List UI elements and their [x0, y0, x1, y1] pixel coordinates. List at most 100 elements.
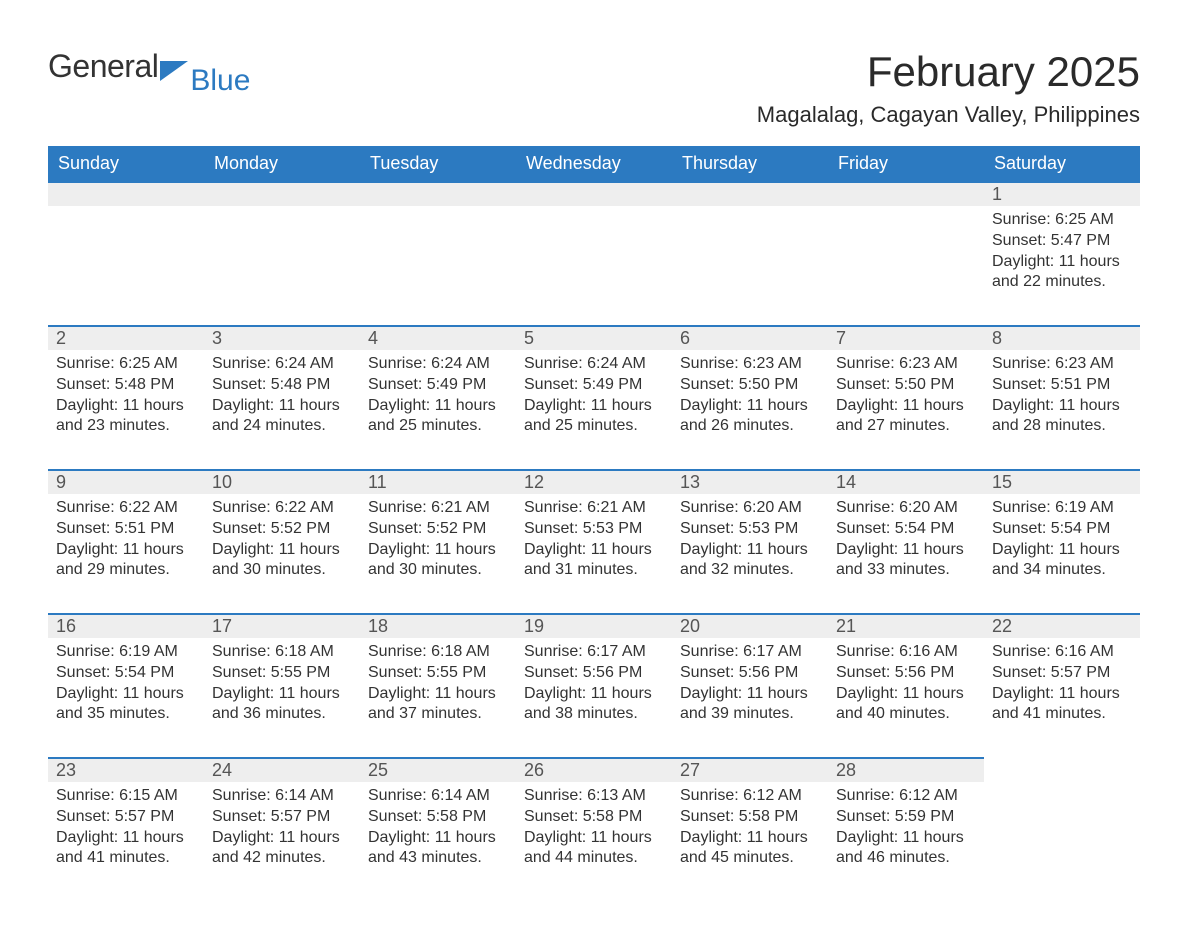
day-number: 27	[672, 757, 828, 782]
week-separator	[48, 739, 1140, 757]
day-details: Sunrise: 6:21 AMSunset: 5:53 PMDaylight:…	[516, 494, 672, 585]
week-separator	[48, 451, 1140, 469]
calendar-week-row: 9 Sunrise: 6:22 AM Sunset: 5:51 PM Daylight…	[48, 469, 1140, 595]
daylight-line: Daylight: 11 hours and 25 minutes.	[524, 396, 664, 438]
calendar-cell: 4Sunrise: 6:24 AMSunset: 5:49 PMDaylight…	[360, 325, 516, 451]
daylight-line: Daylight: 11 hours and 39 minutes.	[680, 684, 820, 726]
empty-day-bar	[672, 181, 828, 206]
daylight-line: Daylight: 11 hours and 44 minutes.	[524, 828, 664, 870]
page-subtitle: Magalalag, Cagayan Valley, Philippines	[757, 102, 1140, 128]
weekday-header: Sunday	[48, 146, 204, 181]
daylight-line: Daylight: 11 hours and 45 minutes.	[680, 828, 820, 870]
calendar-cell: 26Sunrise: 6:13 AMSunset: 5:58 PMDayligh…	[516, 757, 672, 883]
daylight-line: Daylight: 11 hours and 41 minutes.	[56, 828, 196, 870]
day-number: 25	[360, 757, 516, 782]
empty-day-bar	[360, 181, 516, 206]
sunrise-line: Sunrise: 6:20 AM	[836, 498, 976, 519]
calendar-cell	[48, 181, 204, 307]
weekday-header: Friday	[828, 146, 984, 181]
day-details: Sunrise: 6:21 AMSunset: 5:52 PMDaylight:…	[360, 494, 516, 585]
sunset-line: Sunset: 5:48 PM	[56, 375, 196, 396]
sunrise-line: Sunrise: 6:17 AM	[524, 642, 664, 663]
calendar-cell: 25Sunrise: 6:14 AMSunset: 5:58 PMDayligh…	[360, 757, 516, 883]
day-number: 8	[984, 325, 1140, 350]
sunrise-line: Sunrise: 6:19 AM	[992, 498, 1132, 519]
day-number: 3	[204, 325, 360, 350]
daylight-line: Daylight: 11 hours and 25 minutes.	[368, 396, 508, 438]
day-details: Sunrise: 6:25 AMSunset: 5:48 PMDaylight:…	[48, 350, 204, 441]
sunrise-line: Sunrise: 6:24 AM	[212, 354, 352, 375]
day-number: 16	[48, 613, 204, 638]
calendar-cell	[672, 181, 828, 307]
daylight-line: Daylight: 11 hours and 22 minutes.	[992, 252, 1132, 294]
day-details: Sunrise: 6:20 AMSunset: 5:53 PMDaylight:…	[672, 494, 828, 585]
day-number: 5	[516, 325, 672, 350]
day-number: 2	[48, 325, 204, 350]
sunset-line: Sunset: 5:54 PM	[992, 519, 1132, 540]
sunset-line: Sunset: 5:53 PM	[524, 519, 664, 540]
daylight-line: Daylight: 11 hours and 28 minutes.	[992, 396, 1132, 438]
sunrise-line: Sunrise: 6:25 AM	[992, 210, 1132, 231]
sunset-line: Sunset: 5:51 PM	[56, 519, 196, 540]
day-number: 26	[516, 757, 672, 782]
day-details: Sunrise: 6:14 AMSunset: 5:58 PMDaylight:…	[360, 782, 516, 873]
day-details: Sunrise: 6:13 AMSunset: 5:58 PMDaylight:…	[516, 782, 672, 873]
calendar-week-row: 2Sunrise: 6:25 AMSunset: 5:48 PMDaylight…	[48, 325, 1140, 451]
sunset-line: Sunset: 5:56 PM	[680, 663, 820, 684]
daylight-line: Daylight: 11 hours and 40 minutes.	[836, 684, 976, 726]
daylight-line: Daylight: 11 hours and 32 minutes.	[680, 540, 820, 582]
sunset-line: Sunset: 5:53 PM	[680, 519, 820, 540]
sunrise-line: Sunrise: 6:18 AM	[212, 642, 352, 663]
sunset-line: Sunset: 5:50 PM	[836, 375, 976, 396]
day-details: Sunrise: 6:25 AMSunset: 5:47 PMDaylight:…	[984, 206, 1140, 297]
sunrise-line: Sunrise: 6:25 AM	[56, 354, 196, 375]
daylight-line: Daylight: 11 hours and 42 minutes.	[212, 828, 352, 870]
daylight-line: Daylight: 11 hours and 41 minutes.	[992, 684, 1132, 726]
brand-word-2: Blue	[190, 64, 250, 98]
sunset-line: Sunset: 5:54 PM	[56, 663, 196, 684]
sunrise-line: Sunrise: 6:21 AM	[524, 498, 664, 519]
day-details: Sunrise: 6:18 AMSunset: 5:55 PMDaylight:…	[204, 638, 360, 729]
calendar-cell: 1Sunrise: 6:25 AMSunset: 5:47 PMDaylight…	[984, 181, 1140, 307]
sunrise-line: Sunrise: 6:13 AM	[524, 786, 664, 807]
day-details: Sunrise: 6:24 AMSunset: 5:49 PMDaylight:…	[360, 350, 516, 441]
sunset-line: Sunset: 5:49 PM	[524, 375, 664, 396]
calendar-cell: 14Sunrise: 6:20 AMSunset: 5:54 PMDayligh…	[828, 469, 984, 595]
brand-word-1: General	[48, 48, 158, 85]
day-details: Sunrise: 6:16 AMSunset: 5:57 PMDaylight:…	[984, 638, 1140, 729]
calendar-cell	[984, 757, 1140, 883]
calendar-cell: 23Sunrise: 6:15 AMSunset: 5:57 PMDayligh…	[48, 757, 204, 883]
day-details: Sunrise: 6:12 AMSunset: 5:58 PMDaylight:…	[672, 782, 828, 873]
calendar-cell: 19Sunrise: 6:17 AMSunset: 5:56 PMDayligh…	[516, 613, 672, 739]
sunset-line: Sunset: 5:55 PM	[212, 663, 352, 684]
day-details: Sunrise: 6:24 AMSunset: 5:48 PMDaylight:…	[204, 350, 360, 441]
brand-logo: General Blue	[48, 48, 250, 85]
sunset-line: Sunset: 5:57 PM	[56, 807, 196, 828]
calendar-cell: 28Sunrise: 6:12 AMSunset: 5:59 PMDayligh…	[828, 757, 984, 883]
day-details: Sunrise: 6:17 AMSunset: 5:56 PMDaylight:…	[516, 638, 672, 729]
sunset-line: Sunset: 5:56 PM	[524, 663, 664, 684]
day-number: 6	[672, 325, 828, 350]
calendar-cell	[360, 181, 516, 307]
day-number: 12	[516, 469, 672, 494]
day-details: Sunrise: 6:16 AMSunset: 5:56 PMDaylight:…	[828, 638, 984, 729]
sunset-line: Sunset: 5:47 PM	[992, 231, 1132, 252]
sunset-line: Sunset: 5:49 PM	[368, 375, 508, 396]
day-details: Sunrise: 6:18 AMSunset: 5:55 PMDaylight:…	[360, 638, 516, 729]
sunset-line: Sunset: 5:54 PM	[836, 519, 976, 540]
sunset-line: Sunset: 5:56 PM	[836, 663, 976, 684]
week-separator	[48, 307, 1140, 325]
daylight-line: Daylight: 11 hours and 26 minutes.	[680, 396, 820, 438]
daylight-line: Daylight: 11 hours and 30 minutes.	[212, 540, 352, 582]
empty-day-bar	[516, 181, 672, 206]
day-number: 9	[48, 469, 204, 494]
day-details: Sunrise: 6:19 AMSunset: 5:54 PMDaylight:…	[48, 638, 204, 729]
day-details: Sunrise: 6:14 AMSunset: 5:57 PMDaylight:…	[204, 782, 360, 873]
day-details: Sunrise: 6:22 AMSunset: 5:52 PMDaylight:…	[204, 494, 360, 585]
daylight-line: Daylight: 11 hours and 34 minutes.	[992, 540, 1132, 582]
calendar-cell: 9Sunrise: 6:22 AMSunset: 5:51 PMDaylight…	[48, 469, 204, 595]
sunrise-line: Sunrise: 6:22 AM	[212, 498, 352, 519]
calendar-cell	[516, 181, 672, 307]
day-number: 14	[828, 469, 984, 494]
day-details: Sunrise: 6:23 AMSunset: 5:50 PMDaylight:…	[672, 350, 828, 441]
